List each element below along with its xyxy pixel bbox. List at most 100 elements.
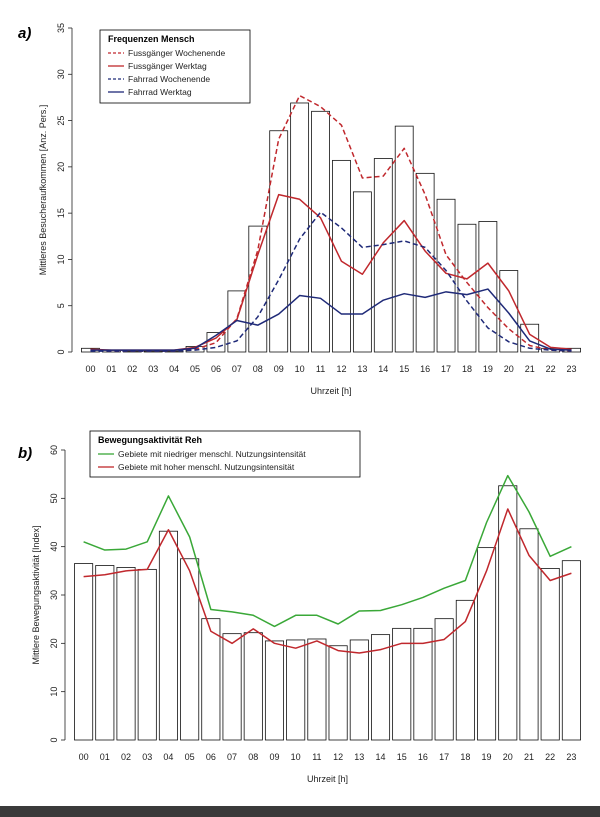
legend-box-a [99, 29, 251, 104]
bar-18 [455, 599, 475, 741]
bar-05 [180, 558, 200, 741]
bars-a [81, 102, 581, 353]
y-axis-title-a: Mittleres Besucheraufkommen [Anz. Pers.] [38, 105, 48, 276]
bar-00 [74, 563, 94, 741]
x-tick-label: 19 [482, 752, 492, 762]
x-tick-label: 18 [462, 364, 472, 374]
x-tick-label: 06 [206, 752, 216, 762]
bar-01 [95, 565, 115, 741]
x-tick-label: 03 [148, 364, 158, 374]
y-tick-label: 0 [49, 737, 59, 742]
bar-10 [290, 102, 310, 353]
bar-17 [434, 618, 454, 741]
y-tick-label: 0 [56, 349, 66, 354]
bar-19 [477, 547, 497, 741]
x-tick-label: 12 [336, 364, 346, 374]
x-tick-label: 14 [376, 752, 386, 762]
y-tick-label: 60 [49, 445, 59, 455]
x-tick-label: 09 [274, 364, 284, 374]
bar-08 [248, 225, 268, 353]
bar-12 [332, 159, 351, 353]
panel-a-label: a) [18, 25, 31, 42]
series-line-1 [83, 508, 572, 654]
x-tick-label: 05 [190, 364, 200, 374]
y-axis-title-b: Mittlere Bewegungsaktivität [Index] [31, 525, 41, 664]
x-tick-label: 06 [211, 364, 221, 374]
bar-16 [415, 172, 435, 353]
x-tick-label: 15 [399, 364, 409, 374]
series-line-1 [90, 193, 572, 351]
bar-04 [158, 530, 178, 741]
bar-14 [373, 158, 393, 353]
x-tick-label: 05 [185, 752, 195, 762]
x-tick-label: 09 [269, 752, 279, 762]
x-tick-label: 01 [106, 364, 116, 374]
x-tick-label: 17 [439, 752, 449, 762]
bar-03 [137, 568, 157, 741]
x-axis-title-a: Uhrzeit [h] [310, 386, 351, 396]
chart-panel-b: b) 0 10 20 30 40 50 60 00 01 02 03 04 05 06 07 08 09 10 11… [18, 430, 581, 784]
legend-b: Bewegungsaktivität Reh Gebiete mit niedr… [89, 430, 361, 478]
x-tick-label: 00 [85, 364, 95, 374]
lines-b [83, 474, 572, 654]
x-tick-label: 22 [545, 752, 555, 762]
x-tick-label: 14 [378, 364, 388, 374]
legend-label-1: Fussgänger Werktag [128, 61, 207, 71]
x-tick-label: 10 [295, 364, 305, 374]
x-tick-label: 10 [291, 752, 301, 762]
x-tick-label: 20 [504, 364, 514, 374]
y-tick-label: 35 [56, 23, 66, 33]
bar-14 [370, 634, 391, 741]
bar-19 [478, 221, 498, 353]
y-tick-label: 5 [56, 303, 66, 308]
x-tick-label: 13 [354, 752, 364, 762]
legend-title-b: Bewegungsaktivität Reh [98, 435, 202, 445]
legend-a: Frequenzen Mensch Fussgänger Wochenende F… [99, 29, 251, 104]
y-tick-label: 30 [56, 69, 66, 79]
bar-09 [264, 640, 284, 741]
y-tick-label: 10 [56, 254, 66, 264]
x-tick-label: 20 [503, 752, 513, 762]
y-tick-label: 20 [49, 638, 59, 648]
bar-08 [243, 632, 263, 741]
legend-label-0: Gebiete mit niedriger menschl. Nutzungsi… [118, 449, 306, 459]
y-tick-label: 30 [49, 590, 59, 600]
legend-title-a: Frequenzen Mensch [108, 34, 195, 44]
y-tick-label: 25 [56, 116, 66, 126]
bar-07 [222, 633, 242, 741]
series-line-0 [83, 474, 572, 628]
x-tick-label: 21 [524, 752, 534, 762]
bar-11 [311, 110, 330, 353]
legend-label-1: Gebiete mit hoher menschl. Nutzungsinten… [118, 462, 295, 472]
x-tick-label: 04 [169, 364, 179, 374]
bar-09 [269, 130, 289, 353]
bar-21 [519, 528, 539, 741]
x-tick-label: 04 [163, 752, 173, 762]
legend-label-3: Fahrrad Werktag [128, 87, 192, 97]
x-tick-label: 11 [312, 752, 321, 762]
x-tick-label: 21 [525, 364, 535, 374]
legend-label-0: Fussgänger Wochenende [128, 48, 225, 58]
x-tick-label: 23 [566, 752, 576, 762]
y-tick-label: 10 [49, 687, 59, 697]
bar-12 [328, 645, 348, 741]
bar-18 [457, 223, 477, 353]
x-tick-label: 15 [397, 752, 407, 762]
bar-15 [392, 627, 412, 741]
x-tick-label: 19 [483, 364, 493, 374]
bar-10 [286, 639, 306, 741]
bar-15 [394, 125, 414, 353]
bar-03 [143, 350, 163, 353]
panel-b-label: b) [18, 445, 32, 462]
axes-b: 0 10 20 30 40 50 60 00 01 02 03 04 05 06 07 08 09 10 11 12 1… [49, 445, 576, 762]
x-tick-label: 00 [79, 752, 89, 762]
x-tick-label: 16 [418, 752, 428, 762]
bar-06 [201, 618, 221, 741]
bar-20 [498, 485, 518, 741]
bar-21 [520, 323, 540, 353]
legend-label-2: Fahrrad Wochenende [128, 74, 210, 84]
bar-02 [116, 567, 136, 741]
x-tick-label: 03 [142, 752, 152, 762]
lines-a [90, 94, 572, 352]
